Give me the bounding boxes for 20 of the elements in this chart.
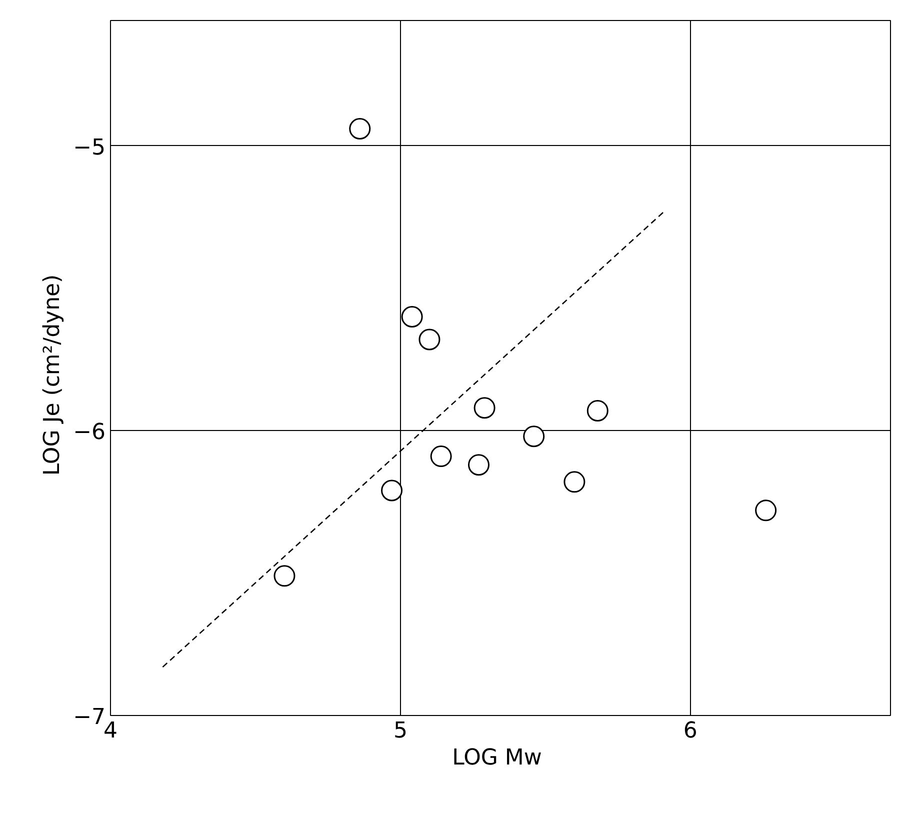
y-tick-label: −5 [73,135,106,160]
point [564,471,586,493]
y-axis-title: LOG Je (cm²/dyne) [40,274,66,476]
point [418,328,440,350]
x-tick-label: 4 [104,718,118,744]
point [586,400,608,422]
point [474,397,496,419]
x-axis-title: LOG Mw [452,746,542,770]
x-tick-label: 5 [393,718,408,744]
point [401,306,423,328]
point [349,118,371,140]
point [468,454,490,476]
point [755,500,777,522]
y-tick-label: −7 [73,705,106,730]
point [523,426,545,448]
point [274,565,296,587]
x-tick-label: 6 [683,718,698,744]
point [430,446,452,468]
y-tick-label: −6 [73,420,106,446]
point [381,480,403,502]
